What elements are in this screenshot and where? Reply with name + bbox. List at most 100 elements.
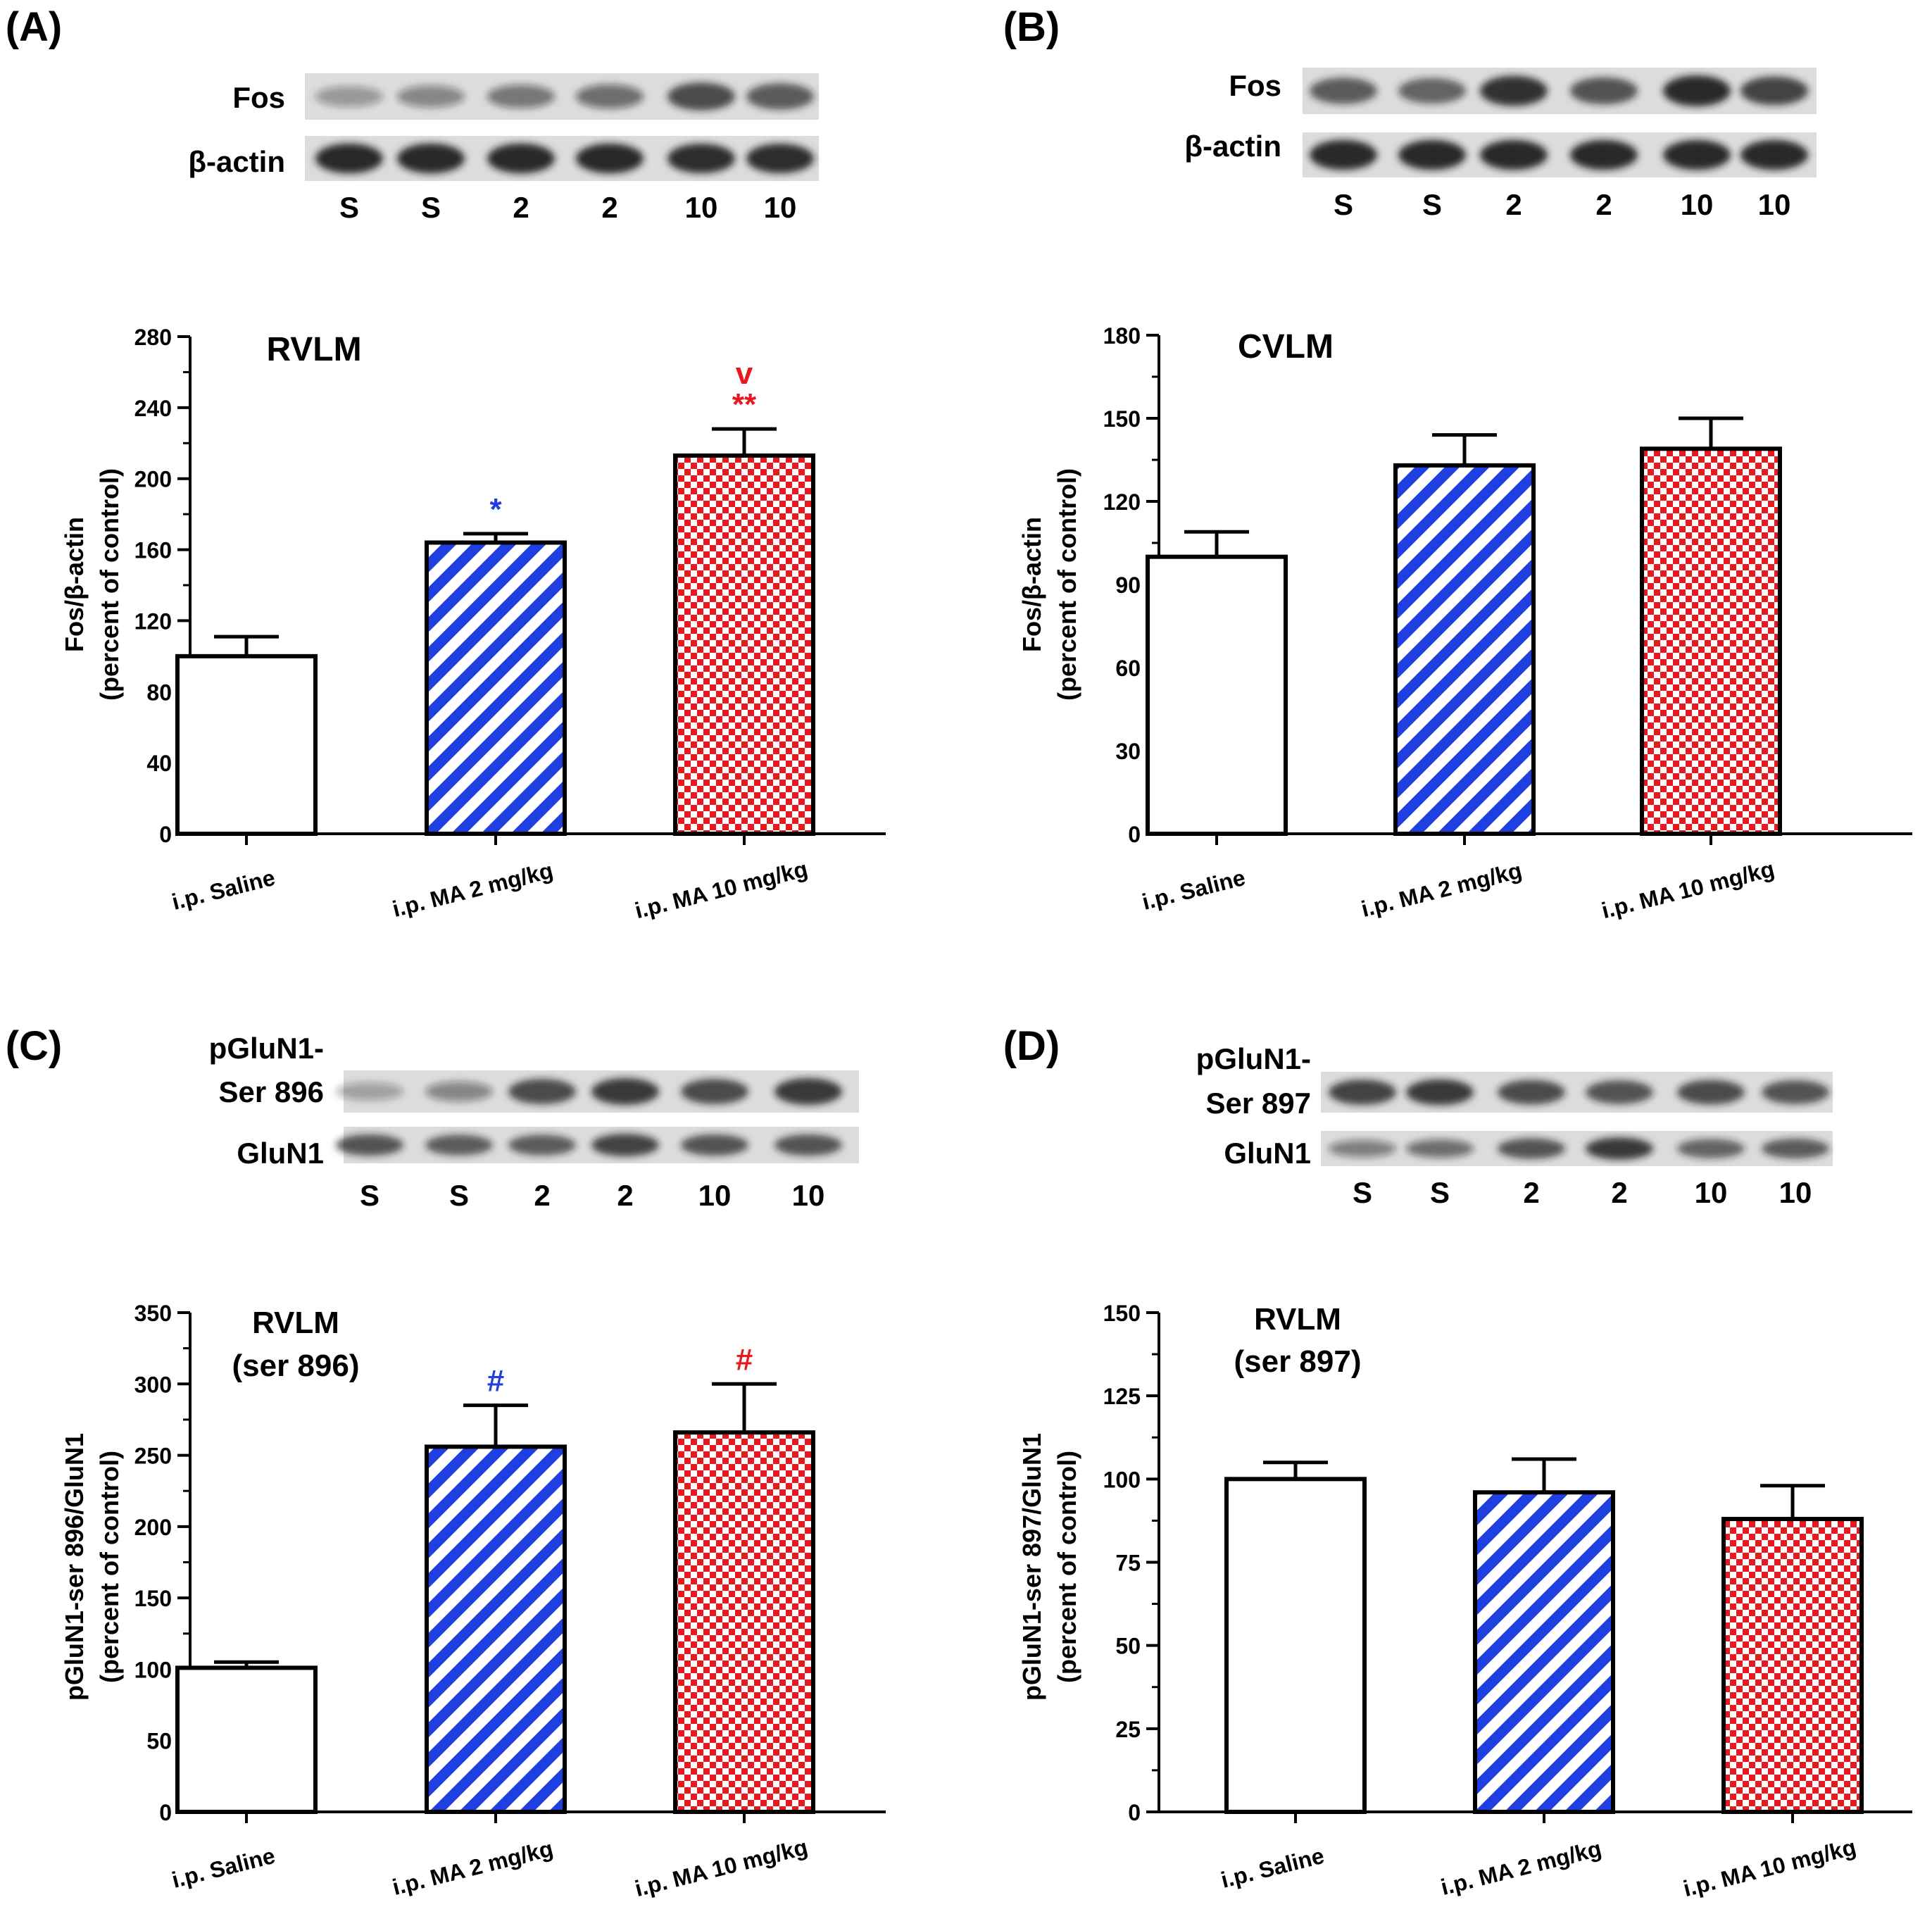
blot-band (1762, 1138, 1829, 1159)
blot-band (1663, 139, 1731, 170)
blot-band (397, 143, 465, 174)
blot-band (1329, 1139, 1396, 1158)
significance-marker: # (487, 1364, 504, 1399)
blot-row-label: β-actin (188, 145, 285, 178)
x-tick-label: i.p. MA 10 mg/kg (632, 1834, 810, 1901)
blot-lane-label: S (360, 1179, 380, 1212)
bar-chart: 0 50 100 150 200 250 300 350 pGluN1-ser 896/GluN… (60, 1301, 886, 1901)
x-tick-label: i.p. Saline (1219, 1843, 1327, 1893)
bar (673, 453, 815, 836)
blot-band (1740, 139, 1808, 170)
y-axis-label-line: Fos/β-actin (1017, 517, 1046, 652)
blot-strip (1321, 1072, 1833, 1113)
blot-lane-label: S (1334, 188, 1353, 221)
y-tick-label: 125 (1103, 1384, 1141, 1409)
y-tick-label: 0 (1128, 1800, 1141, 1825)
blot-lane-label: 2 (1505, 188, 1522, 221)
chart-title: (ser 896) (232, 1349, 359, 1383)
y-axis-label-line: (percent of control) (95, 1451, 124, 1683)
y-tick-label: 350 (134, 1301, 172, 1326)
blot-band (1480, 75, 1548, 106)
y-axis-label: Fos/β-actin (percent of control) (1017, 468, 1081, 701)
y-axis-label-line: Fos/β-actin (60, 517, 89, 652)
western-blot: pGluN1- Ser 897 GluN1 S S 2 2 10 10 (1196, 1042, 1833, 1209)
blot-lane-label: S (1430, 1176, 1450, 1209)
blot-lane-label: 2 (513, 191, 529, 224)
y-tick-label: 150 (1103, 1301, 1141, 1326)
x-tick-label: i.p. Saline (170, 1843, 278, 1893)
bar (425, 1444, 567, 1815)
x-tick-label: i.p. MA 10 mg/kg (632, 856, 810, 923)
blot-lane-label: S (1353, 1176, 1372, 1209)
blot-band (487, 85, 555, 108)
blot-lane-label: 10 (685, 191, 718, 224)
blot-band (315, 86, 383, 107)
y-tick-label: 250 (134, 1444, 172, 1469)
panel-label: (A) (6, 4, 63, 50)
blot-band (1677, 1080, 1745, 1105)
significance-marker: v (736, 356, 753, 391)
blot-lane-label: 10 (764, 191, 797, 224)
bar-chart: 0 30 60 90 120 150 180 Fos/β-actin (percent of c… (1017, 323, 1912, 923)
blot-lane-label: 2 (1595, 188, 1612, 221)
blot-lane-label: S (421, 191, 441, 224)
chart-title: CVLM (1238, 328, 1334, 365)
y-tick-label: 180 (1103, 323, 1141, 349)
blot-row-label: Ser 897 (1206, 1087, 1311, 1120)
blot-lane-label: 2 (1523, 1176, 1539, 1209)
chart-title: RVLM (1254, 1302, 1341, 1337)
blot-band (681, 1079, 748, 1104)
bar (1393, 463, 1536, 836)
x-tick-label: i.p. Saline (1140, 865, 1248, 915)
blot-band (576, 84, 644, 109)
blot-band (1406, 1139, 1474, 1158)
bar (673, 1430, 815, 1815)
significance-marker: # (736, 1342, 753, 1377)
blot-row-label: GluN1 (237, 1137, 324, 1170)
chart-title: (ser 897) (1234, 1344, 1361, 1379)
y-tick-label: 50 (1115, 1634, 1141, 1659)
y-tick-label: 200 (134, 1515, 172, 1540)
blot-row-label: pGluN1- (209, 1032, 324, 1065)
blot-band (746, 83, 814, 110)
y-tick-label: 40 (146, 751, 172, 776)
blot-band (576, 143, 644, 174)
blot-band (397, 85, 465, 108)
blot-row-label: β-actin (1184, 130, 1281, 163)
y-axis-label-line: (percent of control) (1053, 468, 1081, 701)
bar (175, 653, 318, 836)
blot-band (1310, 77, 1377, 104)
panel-label: (B) (1003, 4, 1060, 50)
blot-strip (1303, 132, 1817, 177)
significance-marker: * (489, 492, 502, 527)
blot-row-label: Fos (1229, 69, 1281, 102)
blot-band (1480, 139, 1548, 170)
x-tick-label: i.p. MA 2 mg/kg (390, 858, 556, 922)
blot-band (774, 1078, 842, 1105)
y-tick-label: 280 (134, 325, 172, 350)
bar (1224, 1477, 1367, 1814)
y-tick-label: 240 (134, 396, 172, 421)
blot-band (487, 143, 555, 174)
blot-lane-label: 10 (1779, 1176, 1812, 1209)
y-tick-label: 30 (1115, 739, 1141, 764)
x-tick-label: i.p. MA 10 mg/kg (1681, 1834, 1859, 1901)
y-tick-label: 100 (1103, 1467, 1141, 1492)
blot-band (1398, 77, 1466, 104)
blot-band (1329, 1080, 1396, 1105)
bar (1640, 446, 1782, 836)
blot-band (591, 1078, 659, 1105)
blot-band (315, 143, 383, 174)
western-blot: pGluN1- Ser 896 GluN1 S S 2 2 10 10 (209, 1032, 859, 1212)
y-tick-label: 0 (159, 1800, 172, 1825)
y-axis-label-line: (percent of control) (95, 468, 124, 701)
bar (1473, 1490, 1615, 1814)
bar-chart: 0 25 50 75 100 125 150 pGluN1-ser 897/GluN1 (per… (1017, 1301, 1912, 1901)
y-tick-label: 80 (146, 680, 172, 705)
y-tick-label: 150 (134, 1586, 172, 1611)
x-tick-label: i.p. MA 2 mg/kg (1359, 858, 1524, 922)
blot-band (1663, 75, 1731, 106)
y-axis-label-line: pGluN1-ser 896/GluN1 (60, 1433, 89, 1701)
